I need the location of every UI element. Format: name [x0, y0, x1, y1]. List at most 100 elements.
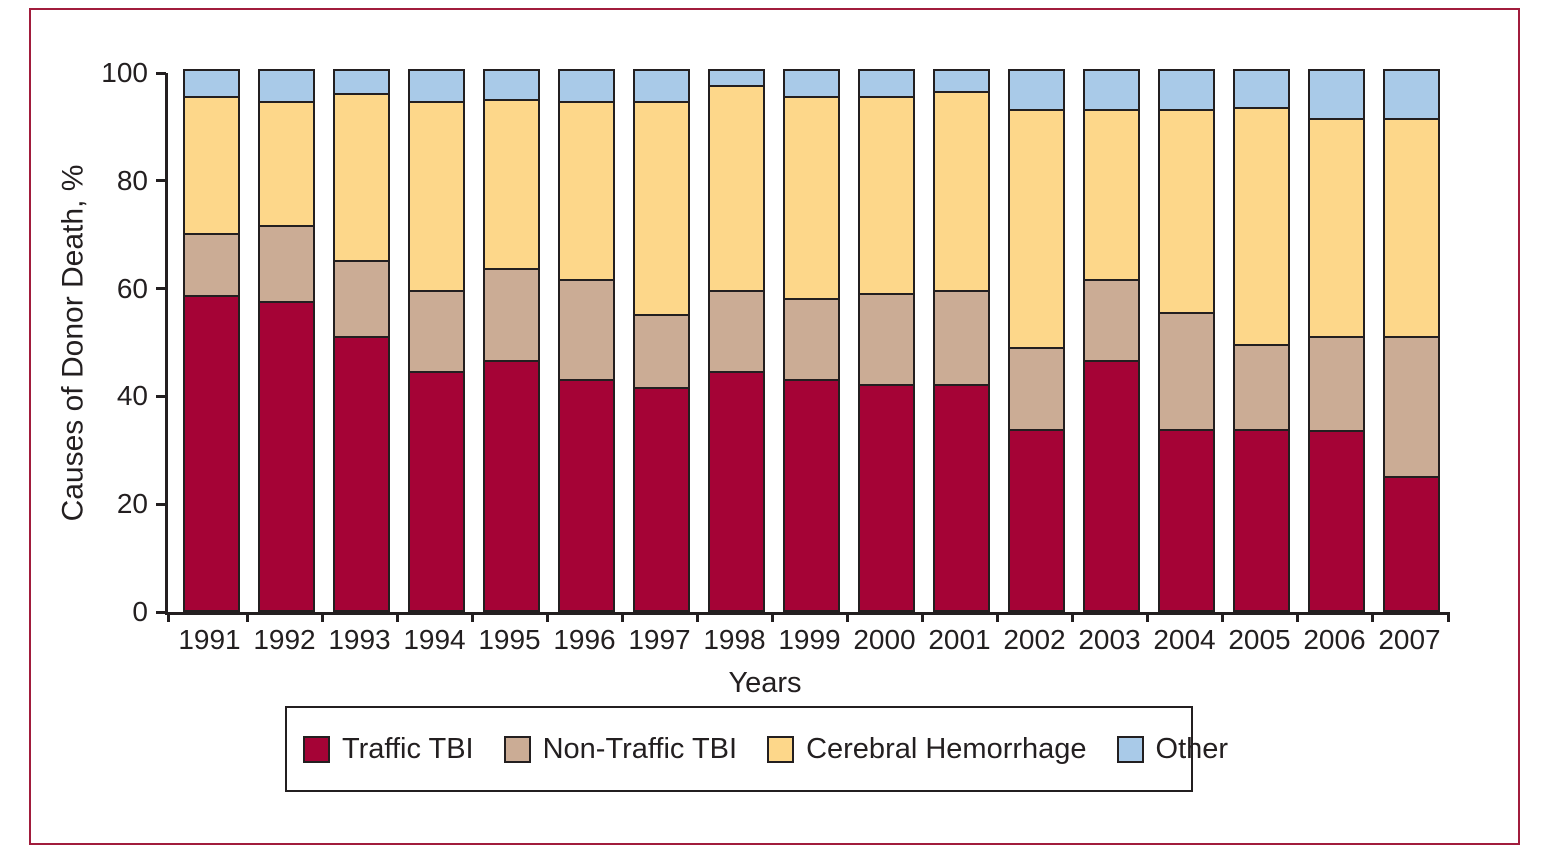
segment-cerebral-hemorrhage [635, 103, 688, 317]
segment-non-traffic-tbi [635, 316, 688, 390]
segment-traffic-tbi [1310, 432, 1363, 610]
segment-non-traffic-tbi [560, 281, 613, 381]
legend-label-traffic-tbi: Traffic TBI [342, 732, 474, 765]
segment-cerebral-hemorrhage [935, 92, 988, 293]
segment-cerebral-hemorrhage [710, 87, 763, 292]
segment-cerebral-hemorrhage [1160, 111, 1213, 314]
segment-non-traffic-tbi [260, 227, 313, 303]
x-axis-tick-label: 2006 [1303, 624, 1366, 655]
segment-cerebral-hemorrhage [335, 95, 388, 263]
bar-2004 [1158, 69, 1215, 612]
segment-non-traffic-tbi [185, 235, 238, 298]
segment-other [260, 71, 313, 104]
bar-2006 [1308, 69, 1365, 612]
x-axis-tick-label: 2001 [928, 624, 991, 655]
x-axis-tick [470, 612, 474, 622]
x-axis-tick [1370, 612, 1374, 622]
x-axis-tick [395, 612, 399, 622]
x-axis-tick [995, 612, 999, 622]
segment-cerebral-hemorrhage [1010, 111, 1063, 349]
segment-cerebral-hemorrhage [785, 97, 838, 301]
segment-other [785, 71, 838, 98]
bar-1996 [558, 69, 615, 612]
bar-1994 [408, 69, 465, 612]
segment-other [1010, 71, 1063, 112]
segment-other [185, 71, 238, 98]
bar-2007 [1383, 69, 1440, 612]
x-axis-tick [845, 612, 849, 622]
x-axis-tick [1070, 612, 1074, 622]
segment-traffic-tbi [1385, 477, 1438, 610]
x-axis-tick-label: 2007 [1378, 624, 1441, 655]
plot-area: 0 20 40 60 80 100 1991 1992 1993 1994 1995 1996 1997… [101, 59, 1450, 654]
x-axis-tick-label: 1998 [703, 624, 766, 655]
y-axis-tick [156, 502, 166, 506]
segment-traffic-tbi [560, 380, 613, 610]
x-axis-tick-label: 1993 [328, 624, 391, 655]
segment-cerebral-hemorrhage [560, 103, 613, 282]
x-axis-tick-label: 1996 [553, 624, 616, 655]
legend-item-traffic-tbi: Traffic TBI [303, 733, 474, 766]
x-axis-tick-label: 1999 [778, 624, 841, 655]
x-axis-tick [245, 612, 249, 622]
bar-1993 [333, 69, 390, 612]
legend-swatch-other [1116, 735, 1144, 763]
y-axis-tick [156, 287, 166, 291]
x-axis-tick-label: 1995 [478, 624, 541, 655]
segment-traffic-tbi [335, 337, 388, 610]
segment-cerebral-hemorrhage [485, 100, 538, 271]
x-axis-tick [620, 612, 624, 622]
x-axis-tick [695, 612, 699, 622]
y-axis-tick [156, 394, 166, 398]
segment-non-traffic-tbi [860, 294, 913, 387]
y-axis-tick [156, 71, 166, 75]
x-axis-tick [1446, 612, 1450, 622]
legend-item-cerebral-hemorrhage: Cerebral Hemorrhage [767, 732, 1087, 766]
legend-label-other: Other [1155, 732, 1229, 765]
bar-1997 [633, 69, 690, 612]
segment-cerebral-hemorrhage [1085, 111, 1138, 282]
segment-non-traffic-tbi [935, 292, 988, 387]
legend-item-non-traffic-tbi: Non-Traffic TBI [503, 733, 737, 766]
bar-1995 [483, 69, 540, 612]
bar-2003 [1083, 69, 1140, 612]
segment-other [935, 71, 988, 93]
bar-2002 [1008, 69, 1065, 612]
segment-other [1385, 71, 1438, 120]
x-axis-tick [1295, 612, 1299, 622]
segment-other [335, 71, 388, 96]
legend-swatch-traffic-tbi [303, 735, 330, 763]
segment-cerebral-hemorrhage [410, 103, 463, 292]
bar-2001 [933, 69, 990, 612]
x-axis-tick [166, 612, 170, 622]
legend-item-other: Other [1116, 732, 1229, 766]
y-axis-tick-label: 20 [116, 488, 148, 520]
segment-cerebral-hemorrhage [1235, 108, 1288, 346]
segment-other [1160, 71, 1213, 112]
segment-traffic-tbi [1235, 430, 1288, 610]
segment-traffic-tbi [710, 372, 763, 610]
segment-non-traffic-tbi [1310, 337, 1363, 433]
x-axis-tick [770, 612, 774, 622]
segment-non-traffic-tbi [410, 292, 463, 373]
segment-traffic-tbi [260, 302, 313, 610]
segment-cerebral-hemorrhage [260, 103, 313, 228]
y-axis-title-text: Causes of Donor Death, % [56, 164, 90, 521]
segment-traffic-tbi [635, 389, 688, 610]
legend-label-cerebral-hemorrhage: Cerebral Hemorrhage [806, 732, 1087, 765]
x-axis-tick-label: 1992 [253, 624, 316, 655]
segment-cerebral-hemorrhage [1310, 119, 1363, 338]
segment-cerebral-hemorrhage [860, 97, 913, 295]
bar-2000 [858, 69, 915, 612]
x-axis-tick-label: 1991 [178, 624, 241, 655]
bar-1992 [258, 69, 315, 612]
x-axis-tick-label: 1997 [628, 624, 691, 655]
x-axis-tick [320, 612, 324, 622]
segment-non-traffic-tbi [1235, 345, 1288, 431]
x-axis-tick-label: 2000 [853, 624, 916, 655]
y-axis-tick [156, 179, 166, 183]
segment-other [485, 71, 538, 101]
legend-swatch-non-traffic-tbi [503, 735, 531, 763]
segment-other [1235, 71, 1288, 109]
segment-other [635, 71, 688, 104]
